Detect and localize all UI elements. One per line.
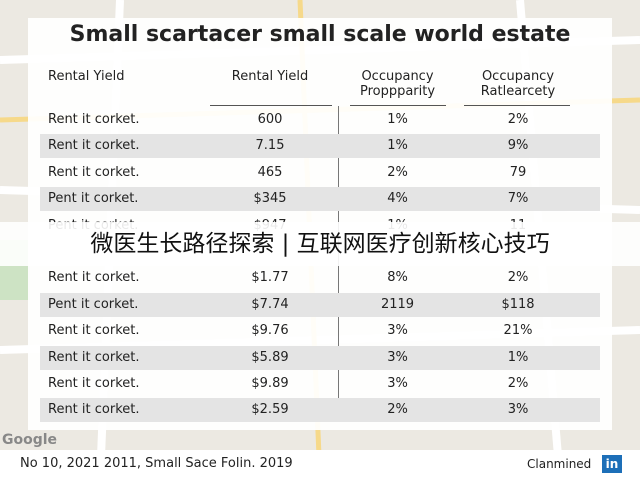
footer-brand: Clanmined — [527, 457, 592, 471]
cell: 7.15 — [255, 138, 285, 154]
cell: 21% — [503, 323, 533, 339]
cell: Rent it corket. — [48, 138, 140, 154]
cell: 3% — [387, 349, 408, 365]
cell: 1% — [387, 112, 408, 127]
cell: 7% — [507, 191, 529, 207]
cell: $7.74 — [251, 296, 289, 312]
cell: $118 — [501, 296, 535, 312]
cell: 2119 — [380, 296, 415, 312]
cell: 9% — [507, 138, 529, 154]
header-rule — [350, 105, 446, 106]
cell: 2% — [387, 164, 408, 180]
row-shade — [40, 134, 600, 159]
cell: 3% — [507, 402, 529, 418]
banner: 微医生长路径探索 | 互联网医疗创新核心技巧 — [0, 222, 640, 266]
cell: Rent it corket. — [48, 402, 140, 418]
row-shade — [40, 398, 600, 423]
brand-icon: in — [602, 455, 622, 473]
cell: 465 — [257, 164, 283, 180]
row-shade — [40, 187, 600, 212]
cell: Rent it corket. — [48, 376, 140, 391]
header-rule — [464, 105, 570, 106]
cell: 79 — [509, 164, 527, 180]
cell: $345 — [253, 191, 287, 207]
cell: Rent it corket. — [48, 323, 140, 339]
cell: $9.89 — [251, 376, 289, 391]
cell: 2% — [507, 112, 529, 127]
column-header: Occupancy Proppparity — [359, 69, 436, 99]
cell: 1% — [507, 349, 529, 365]
cell: $9.76 — [251, 323, 289, 339]
cell: $5.89 — [251, 349, 289, 365]
header-rule — [210, 105, 332, 106]
footer-source: No 10, 2021 2011, Small Sace Folin. 2019 — [20, 456, 293, 471]
cell: 4% — [387, 191, 408, 207]
cell: 1% — [387, 138, 408, 154]
cell: 8% — [387, 270, 408, 286]
cell: 600 — [257, 112, 283, 127]
cell: Rent it corket. — [48, 349, 140, 365]
row-shade — [40, 345, 600, 370]
map-logo: Google — [2, 432, 58, 448]
column-header: Rental Yield — [48, 69, 125, 84]
title: Small scartacer small scale world estate — [69, 22, 571, 47]
cell: Rent it corket. — [48, 164, 140, 180]
cell: 2% — [507, 376, 529, 391]
cell: $2.59 — [251, 402, 289, 418]
cell: 3% — [387, 376, 408, 391]
cell: Pent it corket. — [48, 191, 139, 207]
cell: Pent it corket. — [48, 296, 139, 312]
column-header: Occupancy Ratlearcety — [480, 69, 556, 99]
cell: $1.77 — [251, 270, 289, 286]
footer: No 10, 2021 2011, Small Sace Folin. 2019… — [0, 450, 640, 480]
cell: 3% — [387, 323, 408, 339]
cell: 2% — [507, 270, 529, 286]
cell: Rent it corket. — [48, 270, 140, 286]
cell: 2% — [387, 402, 408, 418]
column-header: Rental Yield — [231, 69, 309, 84]
cell: Rent it corket. — [48, 112, 140, 127]
row-shade — [40, 292, 600, 317]
